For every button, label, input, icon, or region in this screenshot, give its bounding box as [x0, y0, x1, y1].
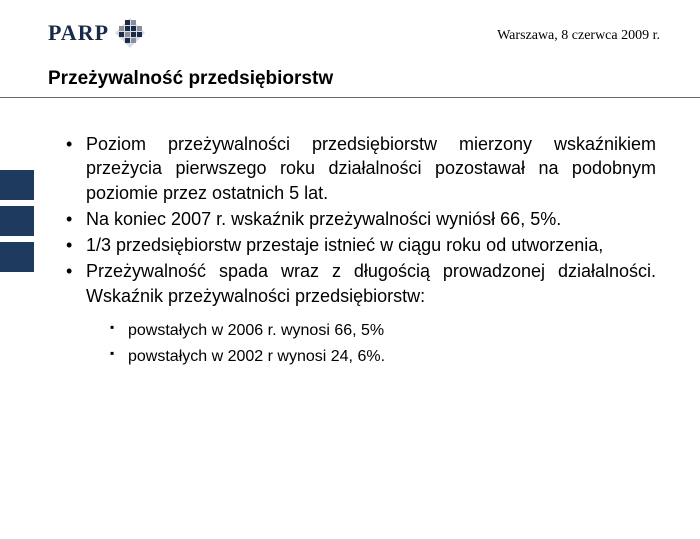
- title-underline: [0, 97, 700, 98]
- title-bar: Przeżywalność przedsiębiorstw: [0, 60, 700, 98]
- bullet-item: Na koniec 2007 r. wskaźnik przeżywalnośc…: [66, 207, 656, 231]
- logo-text: PARP: [48, 20, 109, 46]
- header: PARP Warszawa, 8 czerwca 2009 r.: [0, 0, 700, 56]
- side-decoration: [0, 170, 34, 278]
- date-text: Warszawa, 8 czerwca 2009 r.: [497, 28, 660, 44]
- logo-icon: [115, 18, 145, 48]
- sub-bullet-list: powstałych w 2006 r. wynosi 66, 5% powst…: [110, 318, 656, 369]
- bullet-item: Przeżywalność spada wraz z długością pro…: [66, 259, 656, 308]
- main-bullet-list: Poziom przeżywalności przedsiębiorstw mi…: [66, 132, 656, 308]
- side-block: [0, 170, 34, 200]
- bullet-item: Poziom przeżywalności przedsiębiorstw mi…: [66, 132, 656, 205]
- page-title: Przeżywalność przedsiębiorstw: [48, 68, 333, 90]
- content-area: Poziom przeżywalności przedsiębiorstw mi…: [0, 98, 700, 369]
- bullet-item: 1/3 przedsiębiorstw przestaje istnieć w …: [66, 233, 656, 257]
- logo: PARP: [48, 18, 145, 48]
- side-block: [0, 206, 34, 236]
- sub-bullet-item: powstałych w 2006 r. wynosi 66, 5%: [110, 318, 656, 344]
- side-block: [0, 242, 34, 272]
- sub-bullet-item: powstałych w 2002 r wynosi 24, 6%.: [110, 344, 656, 370]
